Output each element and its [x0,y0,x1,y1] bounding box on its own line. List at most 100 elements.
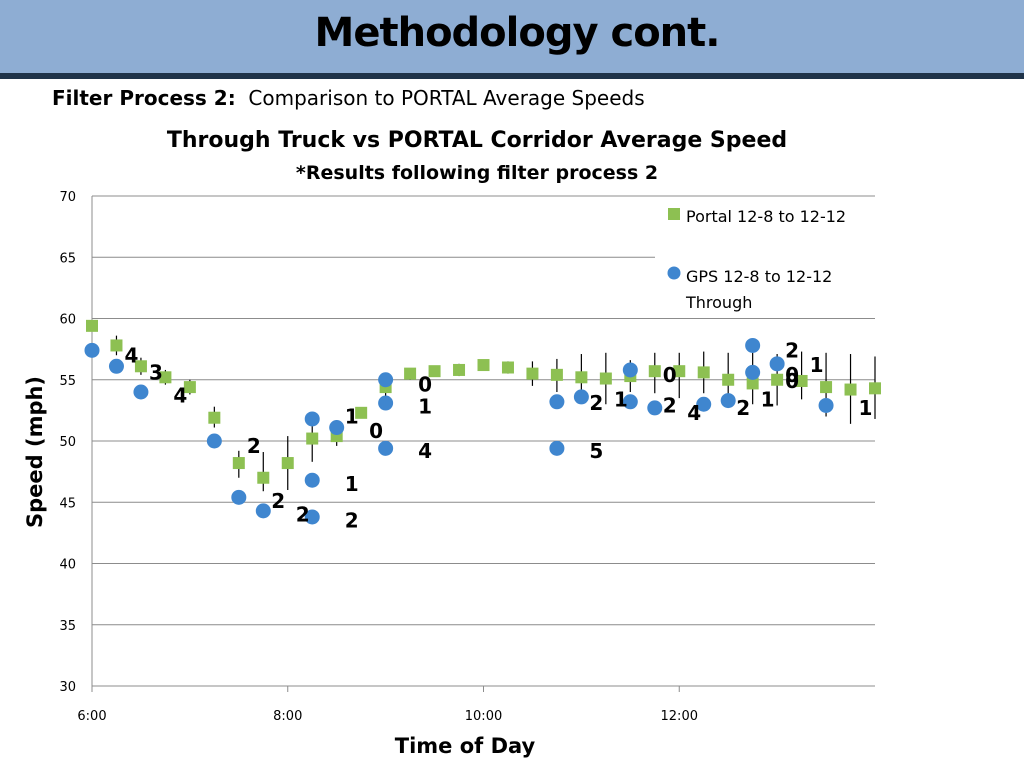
y-tick-label: 30 [59,680,76,695]
portal-point [722,373,735,386]
y-axis-label: Speed (mph) [23,376,47,528]
y-tick-label: 65 [59,251,76,266]
subtitle-text: Comparison to PORTAL Average Speeds [248,86,645,110]
portal-point [673,365,686,378]
sample-count-label: 1 [418,395,432,419]
sample-count-label: 2 [785,338,799,362]
gps-point [720,393,736,409]
portal-point [477,359,490,372]
gps-point [108,358,124,374]
portal-point [771,373,784,386]
gps-point [304,472,320,488]
portal-point [550,368,563,381]
chart-subtitle: *Results following filter process 2 [296,162,658,184]
sample-count-label: 2 [345,509,359,533]
portal-point [86,319,98,332]
portal-point [697,366,710,379]
gps-point [549,394,565,410]
portal-point [869,382,881,395]
slide-title: Methodology cont. [314,10,721,56]
gps-point [769,356,785,372]
portal-point [306,432,319,445]
sample-count-label: 4 [124,343,138,367]
legend-portal-swatch [668,208,680,220]
portal-point [820,381,833,394]
sample-count-label: 2 [736,396,750,420]
portal-point [746,377,759,390]
x-axis-label: Time of Day [395,734,536,758]
portal-point [281,457,294,470]
x-tick-label: 12:00 [661,709,698,724]
portal-error-bars [115,335,876,492]
title-banner-rule [0,73,1024,79]
sample-count-label: 4 [418,439,432,463]
y-tick-label: 40 [59,558,76,573]
gps-point [84,342,100,358]
title-banner [0,0,1024,73]
x-tick-label: 10:00 [465,709,502,724]
sample-count-label: 1 [345,472,359,496]
gps-point [206,433,222,449]
chart-legend: Portal 12-8 to 12-12 GPS 12-8 to 12-12 T… [655,200,875,318]
portal-point [501,361,514,374]
gps-point [549,440,565,456]
gps-point [745,364,761,380]
x-tick-label: 8:00 [273,709,302,724]
portal-point [404,367,417,380]
gps-point [231,489,247,505]
gps-point [622,394,638,410]
sample-count-label: 2 [247,434,261,458]
sample-count-label: 0 [785,363,799,387]
portal-point [453,363,466,376]
sample-count-label: 2 [296,503,310,527]
portal-point [159,371,172,384]
sample-count-label: 0 [418,373,432,397]
sample-count-label: 1 [345,405,359,429]
portal-point [599,372,612,385]
portal-point [355,406,368,419]
sample-count-label: 1 [859,396,873,420]
y-tick-label: 70 [59,190,76,205]
y-tick-label: 50 [59,435,76,450]
sample-count-label: 2 [589,391,603,415]
sample-count-label: 5 [589,439,603,463]
gps-point [329,420,345,436]
gps-point [304,411,320,427]
sample-count-label: 2 [271,489,285,513]
sample-count-label: 0 [663,363,677,387]
gps-point [818,397,834,413]
gps-point [745,337,761,353]
sample-count-label: 4 [173,384,187,408]
y-tick-label: 60 [59,313,76,328]
portal-point [795,374,808,387]
portal-point [844,383,857,396]
portal-point [648,365,661,378]
sample-count-label: 1 [761,387,775,411]
slide-subtitle: Filter Process 2: Comparison to PORTAL A… [52,86,645,110]
gps-point [378,395,394,411]
sample-count-label: 4 [687,401,701,425]
portal-point [110,339,123,352]
portal-point [183,381,196,394]
sample-count-label: 0 [785,369,799,393]
legend-gps-label-line2: Through [685,293,752,312]
portal-point [575,371,588,384]
gps-point [378,440,394,456]
sample-count-label: 2 [663,393,677,417]
gps-point [133,384,149,400]
gps-point [378,372,394,388]
chart-title: Through Truck vs PORTAL Corridor Average… [167,128,787,153]
gps-point [255,503,271,519]
legend-portal-label: Portal 12-8 to 12-12 [686,207,846,226]
legend-gps-swatch [667,266,681,280]
portal-point [428,365,441,378]
y-tick-label: 35 [59,619,76,634]
legend-gps-label: GPS 12-8 to 12-12 [686,267,832,286]
gps-point [573,389,589,405]
gps-point [696,396,712,412]
y-tick-label: 45 [59,496,76,511]
subtitle-bold: Filter Process 2: [52,86,236,110]
